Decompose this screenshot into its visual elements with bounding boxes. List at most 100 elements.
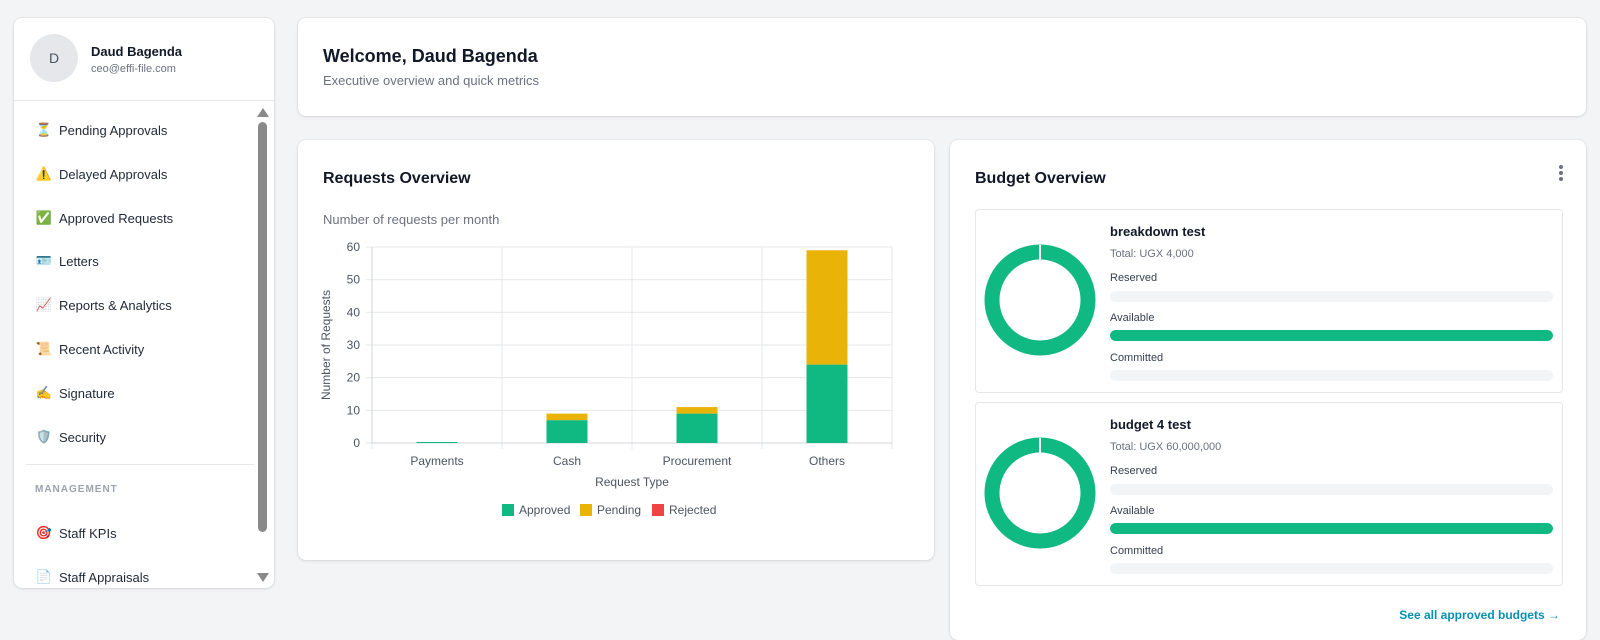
budget-name: breakdown test [1110,224,1206,239]
y-tick-label: 10 [347,403,361,417]
target-icon: 🎯 [35,525,53,540]
y-tick-label: 50 [347,273,361,287]
scrollbar-thumb[interactable] [258,122,267,532]
page-title: Welcome, Daud Bagenda [323,46,538,66]
bar-approved [546,420,588,443]
available-label: Available [1110,312,1155,324]
legend-swatch-pending [580,504,592,516]
y-axis-title: Number of Requests [319,290,333,400]
sidebar-item-approved-requests[interactable]: ✅ Approved Requests [36,206,173,230]
sidebar-item-recent-activity[interactable]: 📜 Recent Activity [36,337,144,361]
budget-total: Total: UGX 4,000 [1110,248,1194,260]
legend-label-pending: Pending [597,503,641,517]
bar-approved [676,413,718,443]
x-axis-title: Request Type [595,475,669,489]
available-label: Available [1110,505,1155,517]
sidebar-item-security[interactable]: 🛡️ Security [36,425,106,449]
legend-swatch-rejected [652,504,664,516]
see-all-budgets-link[interactable]: See all approved budgets → [1399,608,1560,622]
sidebar-item-label: Pending Approvals [59,122,168,138]
chart-trend-icon: 📈 [35,297,53,312]
sidebar-item-label: Security [59,429,106,445]
page-subtitle: Executive overview and quick metrics [323,73,540,88]
requests-chart: 0 10 20 30 40 50 60 Payments Cash Procurement Othe… [319,240,893,517]
reserved-bar [1110,484,1553,495]
hourglass-icon: ⏳ [35,122,53,137]
letter-icon: 🪪 [35,253,53,268]
sidebar-item-staff-kpis[interactable]: 🎯 Staff KPIs [36,521,117,545]
bar-approved [416,442,458,443]
sidebar-item-staff-appraisals[interactable]: 📄 Staff Appraisals [36,565,149,588]
check-box-icon: ✅ [35,210,53,225]
section-label-management: MANAGEMENT [35,484,118,495]
legend-swatch-approved [502,504,514,516]
committed-label: Committed [1110,352,1164,364]
y-tick-label: 20 [347,371,361,385]
budget-donut-chart [984,244,1096,356]
budget-card[interactable]: breakdown test Total: UGX 4,000 Reserved… [975,209,1563,393]
sidebar-item-label: Letters [59,253,99,269]
reserved-bar [1110,291,1553,302]
sidebar-item-label: Staff Appraisals [59,569,150,585]
sidebar-item-label: Delayed Approvals [59,166,168,182]
budget-name: budget 4 test [1110,417,1191,432]
legend-label-rejected: Rejected [669,503,716,517]
bar-pending [676,407,718,414]
y-tick-label: 0 [353,436,360,450]
scroll-down-arrow-icon[interactable] [257,573,269,582]
requests-overview-card: Requests Overview Number of requests per… [298,140,934,560]
budget-donut-chart [984,437,1096,549]
avatar[interactable]: D [30,34,78,82]
committed-label: Committed [1110,545,1164,557]
available-bar [1110,330,1553,341]
legend-label-approved: Approved [519,503,570,517]
x-tick-label: Payments [410,454,463,468]
requests-subtitle: Number of requests per month [323,212,500,227]
requests-title: Requests Overview [323,170,471,187]
user-email: ceo@effi-file.com [91,63,176,75]
x-tick-label: Cash [553,454,581,468]
scroll-icon: 📜 [35,341,53,356]
sidebar-item-signature[interactable]: ✍️ Signature [36,381,115,405]
user-name: Daud Bagenda [91,44,183,59]
sidebar-item-label: Recent Activity [59,341,145,357]
donut-ring [984,437,1096,549]
sidebar-item-label: Reports & Analytics [59,297,172,313]
sidebar-item-reports-analytics[interactable]: 📈 Reports & Analytics [36,293,172,317]
y-tick-label: 40 [347,305,361,319]
y-tick-label: 60 [347,240,361,254]
y-tick-label: 30 [347,338,361,352]
budget-overview-card: Budget Overview breakdown test Total: UG… [950,140,1586,640]
shield-icon: 🛡️ [35,429,53,444]
sidebar-item-label: Signature [59,385,115,401]
clipboard-icon: 📄 [35,569,53,584]
bar-approved [806,364,848,443]
x-tick-label: Procurement [663,454,732,468]
user-profile: D Daud Bagenda ceo@effi-file.com [14,18,274,101]
reserved-label: Reserved [1110,272,1158,284]
sidebar-item-label: Approved Requests [59,210,174,226]
writing-hand-icon: ✍️ [35,385,53,400]
available-bar [1110,523,1553,534]
bar-pending [806,250,848,365]
welcome-card: Welcome, Daud Bagenda Executive overview… [298,18,1586,116]
sidebar-scrollbar[interactable] [256,102,270,588]
budget-total: Total: UGX 60,000,000 [1110,441,1222,453]
available-bar-fill [1110,330,1553,341]
committed-bar [1110,370,1553,381]
warning-icon: ⚠️ [35,166,53,181]
scroll-up-arrow-icon[interactable] [257,108,269,117]
x-tick-label: Others [809,454,845,468]
donut-ring [984,244,1096,356]
nav-divider [26,464,254,465]
committed-bar [1110,563,1553,574]
sidebar-item-pending-approvals[interactable]: ⏳ Pending Approvals [35,118,168,142]
sidebar-item-delayed-approvals[interactable]: ⚠️ Delayed Approvals [35,162,168,186]
sidebar: D Daud Bagenda ceo@effi-file.com ⏳ Pendi… [14,18,274,588]
bar-pending [546,413,588,421]
budget-title: Budget Overview [975,170,1106,187]
budget-card[interactable]: budget 4 test Total: UGX 60,000,000 Rese… [975,402,1563,586]
more-options-icon[interactable] [1558,165,1564,183]
sidebar-item-label: Staff KPIs [59,525,117,541]
sidebar-item-letters[interactable]: 🪪 Letters [36,249,99,273]
